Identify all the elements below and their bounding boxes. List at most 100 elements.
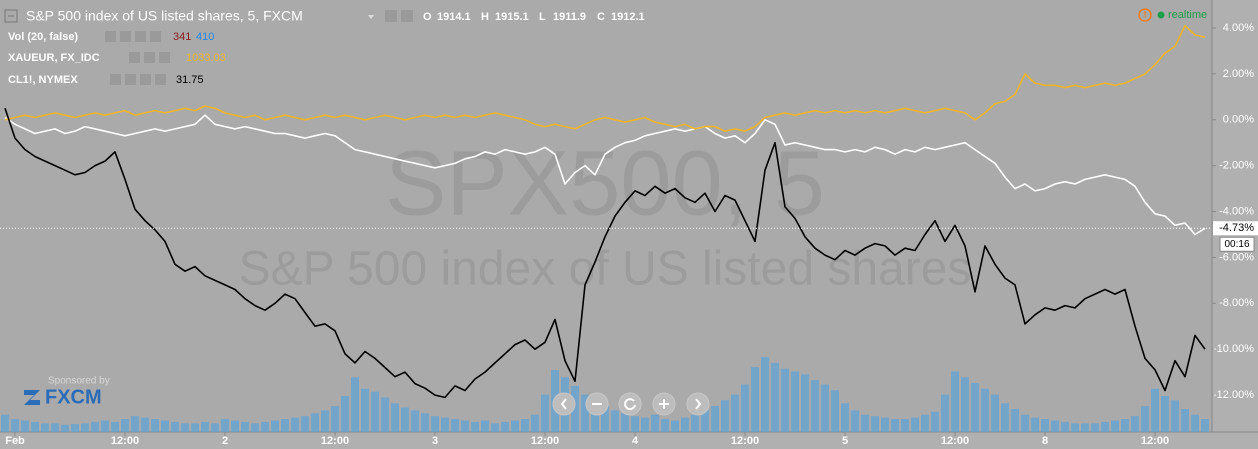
volume-bar: [741, 384, 749, 432]
volume-bar: [361, 388, 369, 432]
legend-button[interactable]: [105, 31, 116, 42]
status-dot: [1157, 11, 1165, 19]
watermark: S&P 500 index of US listed shares: [239, 243, 972, 296]
volume-bar: [991, 394, 999, 432]
volume-bar: [121, 419, 129, 432]
volume-bar: [721, 400, 729, 432]
volume-bar: [271, 420, 279, 432]
volume-bar: [441, 417, 449, 432]
volume-bar: [1151, 388, 1159, 432]
volume-bar: [1191, 414, 1199, 432]
volume-bar: [861, 414, 869, 432]
volume-bar: [621, 413, 629, 432]
volume-bar: [751, 367, 759, 432]
volume-bar: [501, 421, 509, 432]
warning-icon[interactable]: [1138, 8, 1152, 22]
volume-bar: [631, 416, 639, 432]
volume-bar: [591, 400, 599, 432]
legend-value: 1033.03: [186, 52, 226, 64]
volume-bar: [281, 419, 289, 432]
volume-bar: [791, 371, 799, 432]
legend-button[interactable]: [385, 10, 397, 22]
legend-entry: CL1!, NYMEX: [8, 74, 78, 86]
series-line: [4, 114, 1206, 236]
legend-title: S&P 500 index of US listed shares, 5, FX…: [26, 8, 303, 24]
volume-bar: [961, 377, 969, 432]
legend-button[interactable]: [110, 74, 121, 85]
status: realtime: [1168, 9, 1207, 21]
collapse-button[interactable]: [4, 9, 18, 23]
legend-value: 341: [173, 31, 191, 43]
legend-value: 31.75: [176, 74, 204, 86]
y-tick-label: -10.00%: [1213, 343, 1254, 355]
volume-bar: [581, 394, 589, 432]
legend-button[interactable]: [155, 74, 166, 85]
scroll-right-button[interactable]: [686, 392, 710, 416]
volume-bar: [1181, 408, 1189, 432]
volume-bar: [131, 416, 139, 432]
volume-bar: [1011, 408, 1019, 432]
volume-bar: [211, 423, 219, 432]
price-tag-label: -4.73%: [1219, 222, 1254, 234]
dropdown-caret[interactable]: [368, 15, 374, 19]
volume-bar: [1, 414, 9, 432]
volume-bar: [541, 394, 549, 432]
ohlc-value: 1915.1: [495, 11, 529, 23]
legend-button[interactable]: [135, 31, 146, 42]
volume-bar: [511, 420, 519, 432]
volume-bar: [761, 357, 769, 432]
legend-button[interactable]: [120, 31, 131, 42]
volume-bar: [971, 383, 979, 432]
volume-bar: [411, 410, 419, 432]
volume-bar: [931, 411, 939, 432]
volume-bar: [801, 374, 809, 432]
volume-bar: [431, 416, 439, 432]
volume-bar: [461, 420, 469, 432]
sponsor-brand[interactable]: FXCM: [45, 386, 102, 408]
volume-bar: [401, 407, 409, 432]
volume-bar: [231, 420, 239, 432]
volume-bar: [91, 421, 99, 432]
volume-bar: [681, 417, 689, 432]
legend-button[interactable]: [150, 31, 161, 42]
volume-bar: [171, 421, 179, 432]
ohlc-label: C: [597, 11, 605, 23]
volume-bar: [151, 419, 159, 432]
volume-bar: [221, 419, 229, 432]
volume-bar: [1121, 419, 1129, 432]
volume-bar: [841, 403, 849, 432]
volume-bar: [51, 423, 59, 432]
legend-entry: Vol (20, false): [8, 31, 78, 43]
ohlc-value: 1911.9: [553, 11, 586, 23]
volume-bar: [851, 410, 859, 432]
scroll-left-button[interactable]: [552, 392, 576, 416]
legend-button[interactable]: [140, 74, 151, 85]
reset-button[interactable]: [618, 392, 642, 416]
x-tick-label: 12:00: [531, 435, 559, 447]
volume-bar: [481, 420, 489, 432]
y-tick-label: 2.00%: [1223, 68, 1254, 80]
volume-bar: [161, 420, 169, 432]
ohlc-label: O: [423, 11, 432, 23]
countdown-box: [1219, 236, 1255, 252]
y-tick-label: -8.00%: [1219, 297, 1254, 309]
volume-bar: [311, 413, 319, 432]
icon: [560, 398, 567, 410]
volume-bar: [671, 420, 679, 432]
volume-bar: [1061, 421, 1069, 432]
icon: [659, 399, 669, 409]
volume-bar: [341, 396, 349, 432]
watermark: SPX500, 5: [385, 132, 825, 234]
sponsor-text: Sponsored by: [48, 376, 110, 387]
volume-bar: [391, 403, 399, 432]
volume-bar: [141, 417, 149, 432]
legend-button[interactable]: [144, 52, 155, 63]
volume-bar: [781, 368, 789, 432]
legend-button[interactable]: [125, 74, 136, 85]
volume-bar: [1041, 419, 1049, 432]
volume-bar: [251, 423, 259, 432]
legend-button[interactable]: [159, 52, 170, 63]
legend-button[interactable]: [129, 52, 140, 63]
legend-button[interactable]: [401, 10, 413, 22]
x-tick-label: 12:00: [731, 435, 759, 447]
